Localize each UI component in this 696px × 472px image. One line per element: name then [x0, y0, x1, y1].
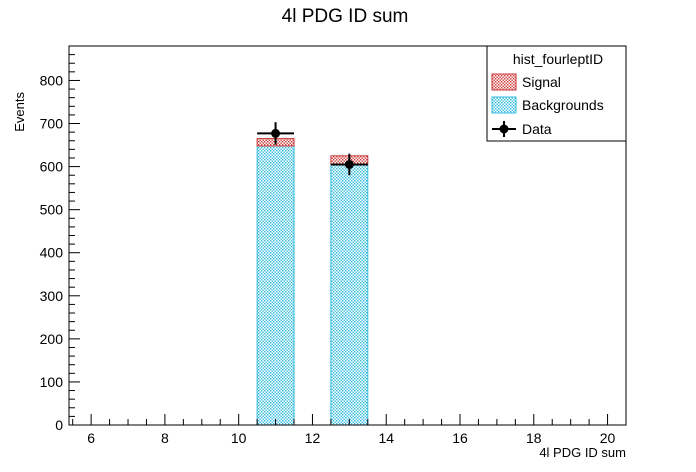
data-point-1 [257, 122, 295, 145]
legend-label-backgrounds: Backgrounds [522, 97, 604, 113]
x-axis-label: 4l PDG ID sum [539, 445, 626, 460]
x-tick-label-14: 14 [378, 430, 394, 446]
y-tick-label-300: 300 [40, 288, 64, 304]
legend-marker-data [492, 121, 516, 137]
legend-swatch-signal [491, 73, 517, 91]
y-tick-label-600: 600 [40, 159, 64, 175]
y-tick-label-200: 200 [40, 331, 64, 347]
background-bar-1 [256, 145, 295, 426]
legend-label-data: Data [522, 121, 552, 137]
x-tick-label-6: 6 [87, 430, 95, 446]
background-bar-2 [330, 163, 369, 426]
legend-label-signal: Signal [522, 74, 561, 90]
y-axis-label: Events [12, 92, 27, 132]
x-tick-label-16: 16 [452, 430, 468, 446]
x-tick-label-20: 20 [600, 430, 616, 446]
legend-title: hist_fourleptID [513, 51, 603, 67]
legend-swatch-backgrounds [491, 96, 517, 114]
y-tick-label-400: 400 [40, 245, 64, 261]
y-tick-label-0: 0 [55, 417, 63, 433]
x-tick-label-8: 8 [161, 430, 169, 446]
chart-title: 4l PDG ID sum [282, 6, 409, 27]
y-tick-label-500: 500 [40, 202, 64, 218]
x-tick-label-12: 12 [305, 430, 321, 446]
x-tick-label-18: 18 [526, 430, 542, 446]
legend: hist_fourleptID Signal Backgrounds Data [486, 45, 627, 142]
x-tick-label-10: 10 [231, 430, 247, 446]
y-tick-label-800: 800 [40, 72, 64, 88]
legend-box [486, 45, 627, 142]
y-tick-label-700: 700 [40, 116, 64, 132]
data-point-2 [330, 153, 368, 176]
y-tick-label-100: 100 [40, 374, 64, 390]
